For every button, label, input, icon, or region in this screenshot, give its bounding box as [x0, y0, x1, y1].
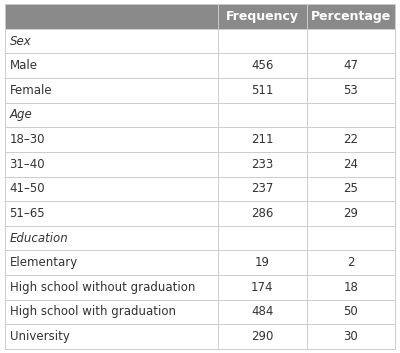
Bar	[5, 226, 395, 250]
Text: Percentage: Percentage	[311, 10, 391, 23]
Bar	[5, 53, 395, 78]
Text: 31–40: 31–40	[10, 158, 45, 171]
Text: 237: 237	[251, 182, 273, 195]
Bar	[5, 324, 395, 349]
Text: Male: Male	[10, 59, 38, 72]
Bar	[5, 250, 395, 275]
Text: High school with graduation: High school with graduation	[10, 305, 176, 318]
Text: 47: 47	[343, 59, 358, 72]
Text: 22: 22	[343, 133, 358, 146]
Bar	[5, 176, 395, 201]
Bar	[5, 201, 395, 226]
Bar	[5, 29, 395, 53]
Text: 25: 25	[344, 182, 358, 195]
Text: 233: 233	[251, 158, 273, 171]
Text: 290: 290	[251, 330, 273, 343]
Text: Female: Female	[10, 84, 52, 97]
Text: 19: 19	[254, 256, 270, 269]
Text: Elementary: Elementary	[10, 256, 78, 269]
Text: Education: Education	[10, 232, 68, 245]
Text: 2: 2	[347, 256, 355, 269]
Text: 484: 484	[251, 305, 273, 318]
Text: 456: 456	[251, 59, 273, 72]
Bar	[5, 4, 395, 29]
Text: 30: 30	[344, 330, 358, 343]
Bar	[5, 127, 395, 152]
Text: 24: 24	[343, 158, 358, 171]
Text: Age: Age	[10, 108, 32, 121]
Text: 174: 174	[251, 281, 273, 294]
Bar	[5, 78, 395, 103]
Text: 511: 511	[251, 84, 273, 97]
Text: University: University	[10, 330, 70, 343]
Bar	[5, 275, 395, 300]
Bar	[5, 103, 395, 127]
Text: 41–50: 41–50	[10, 182, 45, 195]
Text: Sex: Sex	[10, 35, 31, 48]
Text: High school without graduation: High school without graduation	[10, 281, 195, 294]
Text: 18: 18	[344, 281, 358, 294]
Text: 50: 50	[344, 305, 358, 318]
Bar	[5, 300, 395, 324]
Text: 211: 211	[251, 133, 273, 146]
Text: 18–30: 18–30	[10, 133, 45, 146]
Text: 51–65: 51–65	[10, 207, 45, 220]
Text: Frequency: Frequency	[226, 10, 298, 23]
Text: 286: 286	[251, 207, 273, 220]
Text: 53: 53	[344, 84, 358, 97]
Text: 29: 29	[343, 207, 358, 220]
Bar	[5, 152, 395, 176]
